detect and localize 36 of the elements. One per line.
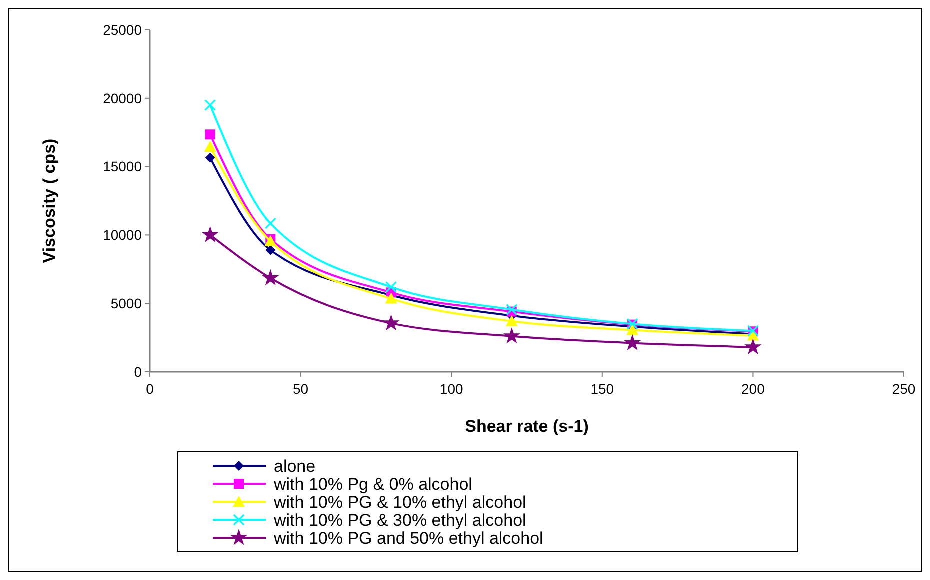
x-tick-label: 100 — [440, 381, 464, 397]
x-tick-label: 150 — [590, 381, 614, 397]
legend-label: with 10% Pg & 0% alcohol — [273, 474, 472, 494]
point — [624, 334, 642, 351]
legend-label: with 10% PG and 50% ethyl alcohol — [273, 528, 544, 548]
point — [626, 324, 639, 336]
point — [202, 226, 219, 242]
point — [204, 99, 216, 112]
point — [204, 140, 216, 152]
point — [205, 152, 216, 163]
point — [205, 130, 216, 140]
x-tick-label: 0 — [146, 381, 154, 397]
point — [385, 281, 398, 293]
point — [385, 292, 398, 304]
point — [262, 269, 280, 286]
y-tick-label: 0 — [134, 364, 142, 380]
point — [506, 304, 518, 316]
x-tick-label: 200 — [742, 381, 766, 397]
point — [506, 315, 518, 326]
point — [744, 338, 762, 355]
point — [264, 218, 276, 230]
y-tick-label: 20000 — [103, 90, 142, 106]
y-tick-label: 15000 — [103, 158, 142, 175]
point — [503, 327, 520, 344]
y-tick-label: 25000 — [103, 22, 142, 38]
x-axis-title: Shear rate (s-1) — [465, 417, 589, 436]
x-tick-label: 50 — [293, 381, 309, 397]
legend-label: alone — [274, 456, 316, 476]
x-tick-label: 250 — [892, 381, 916, 397]
y-axis-title: Viscosity ( cps) — [40, 138, 59, 264]
y-tick-label: 5000 — [110, 296, 142, 312]
legend-label: with 10% PG & 10% ethyl alcohol — [273, 492, 526, 512]
y-tick-label: 10000 — [103, 227, 142, 244]
legend-label: with 10% PG & 30% ethyl alcohol — [273, 510, 526, 530]
point — [382, 314, 400, 331]
point — [266, 245, 276, 256]
